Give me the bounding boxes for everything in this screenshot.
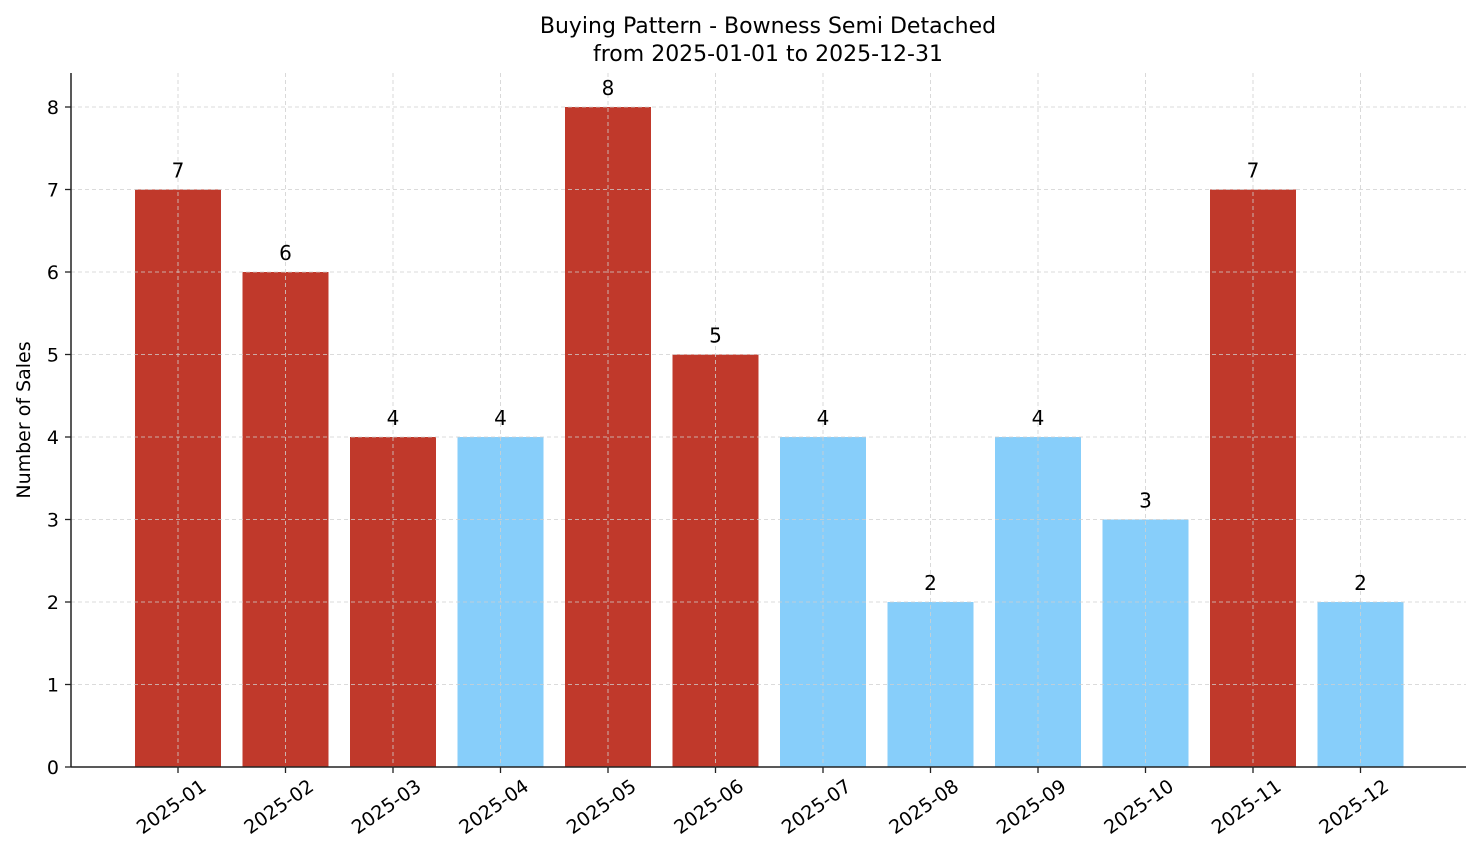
chart-title: Buying Pattern - Bowness Semi Detached — [540, 14, 996, 39]
y-tick-label: 1 — [47, 675, 59, 697]
data-label: 6 — [279, 241, 292, 265]
data-label: 7 — [1247, 159, 1260, 183]
data-label: 7 — [172, 159, 185, 183]
data-label: 4 — [1032, 406, 1045, 430]
y-tick-label: 5 — [47, 345, 59, 367]
x-tick-label: 2025-02 — [240, 775, 318, 839]
data-label: 4 — [494, 406, 507, 430]
y-tick-label: 8 — [47, 97, 59, 119]
x-tick-label: 2025-08 — [885, 775, 963, 839]
data-label: 4 — [817, 406, 830, 430]
y-tick-label: 4 — [47, 427, 59, 449]
y-tick-label: 6 — [47, 262, 59, 284]
y-tick-label: 3 — [47, 510, 59, 532]
data-label: 8 — [602, 76, 615, 100]
y-tick-label: 0 — [47, 757, 59, 779]
data-label: 2 — [1354, 571, 1367, 595]
data-label: 4 — [387, 406, 400, 430]
data-labels: 7 6 4 4 8 5 4 2 4 3 7 2 — [172, 76, 1367, 595]
y-tick-label: 7 — [47, 180, 59, 202]
y-axis-label: Number of Sales — [13, 341, 35, 498]
data-label: 2 — [924, 571, 937, 595]
x-tick-label: 2025-07 — [778, 775, 856, 839]
x-tick-label: 2025-12 — [1315, 775, 1393, 839]
x-tick-label: 2025-05 — [563, 775, 641, 839]
data-label: 5 — [709, 324, 722, 348]
chart-subtitle: from 2025-01-01 to 2025-12-31 — [593, 42, 943, 67]
x-tick-label: 2025-03 — [348, 775, 426, 839]
x-tick-label: 2025-10 — [1100, 775, 1178, 839]
y-tick-label: 2 — [47, 592, 59, 614]
x-tick-label: 2025-06 — [670, 775, 748, 839]
x-tick-label: 2025-04 — [455, 775, 533, 839]
x-tick-label: 2025-11 — [1208, 775, 1286, 839]
x-tick-label: 2025-09 — [993, 775, 1071, 839]
x-tick-label: 2025-01 — [133, 775, 211, 839]
data-label: 3 — [1139, 489, 1152, 513]
